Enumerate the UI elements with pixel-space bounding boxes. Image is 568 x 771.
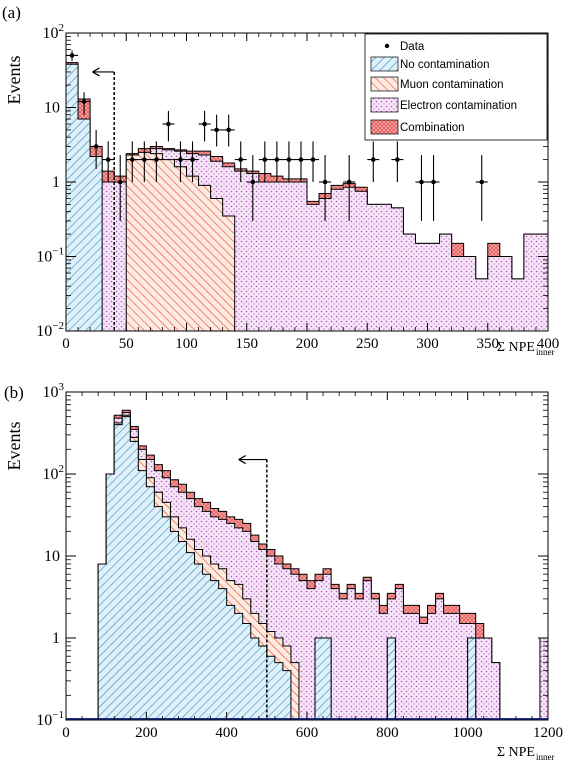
x-tick-label: 350: [477, 336, 500, 352]
data-point: [298, 157, 304, 162]
x-tick-label: 0: [62, 725, 70, 741]
x-tick-label: 1000: [453, 725, 483, 741]
data-point: [286, 157, 292, 162]
data-point: [395, 157, 400, 162]
data-point: [419, 179, 424, 185]
panel-a-xlabel-sub: inner: [536, 347, 555, 357]
panel-b-label: (b): [4, 383, 24, 402]
panel-b-xlabel: Σ NPE inner: [497, 745, 555, 762]
panel-b-xlabel-sub: inner: [536, 752, 555, 762]
panel-a: (a) Events 0 50 100 150 200 250 300 350 400 10−2 1…: [2, 3, 559, 357]
data-point: [69, 53, 75, 58]
legend-electron-swatch: [370, 97, 399, 113]
data-point: [262, 157, 268, 162]
x-tick-label: 800: [376, 725, 399, 741]
data-point: [202, 121, 207, 127]
legend-no-contamination-swatch: [370, 56, 399, 72]
data-point: [214, 127, 219, 133]
y-tick-label: 103: [43, 381, 65, 401]
x-tick-label: 200: [135, 725, 158, 741]
panel-a-label: (a): [2, 3, 21, 22]
data-point: [117, 179, 123, 185]
panel-a-xlabel-main: Σ NPE: [497, 340, 535, 355]
x-tick-label: 250: [356, 336, 379, 352]
x-tick-label: 150: [236, 336, 259, 352]
data-point: [129, 157, 135, 162]
y-tick-label: 10: [44, 100, 60, 117]
y-tick-label: 10−2: [36, 320, 64, 340]
x-tick-label: 1200: [533, 725, 563, 741]
x-tick-label: 300: [416, 336, 439, 352]
data-point: [105, 157, 111, 162]
panel-b-cut-marker: [238, 455, 268, 720]
data-point: [310, 157, 316, 162]
data-point: [274, 157, 280, 162]
data-point: [81, 99, 87, 104]
x-tick-label: 400: [537, 336, 560, 352]
data-point: [178, 157, 183, 162]
panel-a-xlabel: Σ NPE inner: [497, 340, 555, 357]
x-tick-label: 50: [119, 336, 134, 352]
legend-combination-label: Combination: [400, 122, 465, 134]
x-tick-label: 0: [62, 336, 70, 352]
panel-b-ticks: 0 200 400 600 800 1000 1200 10−1 1 10 102 103: [36, 381, 563, 741]
cut-arrow-head: [92, 67, 100, 77]
panel-b-xlabel-main: Σ NPE: [497, 745, 535, 760]
data-point: [190, 157, 195, 162]
data-point: [431, 179, 436, 185]
x-tick-label: 400: [215, 725, 238, 741]
data-point: [154, 157, 159, 162]
x-tick-label: 100: [175, 336, 198, 352]
data-point: [346, 179, 352, 185]
y-tick-label: 10−1: [36, 709, 64, 729]
data-point: [479, 179, 485, 185]
legend-muon-swatch: [370, 76, 399, 92]
data-point: [238, 157, 244, 162]
panel-a-ylabel: Events: [4, 56, 24, 105]
legend-data-marker: [384, 43, 390, 49]
data-point: [226, 127, 231, 133]
legend-combination-swatch: [370, 119, 399, 135]
panel-a-cut-marker: [92, 67, 115, 331]
data-point: [250, 179, 256, 185]
y-tick-label: 102: [43, 463, 65, 483]
data-point: [93, 144, 99, 149]
legend-electron-label: Electron contamination: [400, 100, 517, 112]
data-point: [166, 121, 171, 127]
y-tick-label: 10: [44, 548, 60, 565]
panel-b: (b) Events 0 200 400 600 800 1000 1200 10−1 1 10 1…: [4, 381, 563, 762]
data-point: [142, 157, 147, 162]
x-tick-label: 200: [296, 336, 319, 352]
y-tick-label: 10−1: [36, 246, 64, 266]
y-tick-label: 1: [52, 174, 60, 191]
cut-arrow-head: [238, 455, 247, 465]
panel-b-ylabel: Events: [4, 422, 24, 471]
data-point: [370, 157, 376, 162]
panel-a-data-points: [66, 50, 488, 221]
legend: Data No contamination Muon contamination…: [364, 33, 548, 141]
legend-data-label: Data: [400, 41, 425, 53]
y-tick-label: 1: [52, 630, 60, 647]
legend-no-contamination-label: No contamination: [400, 59, 490, 71]
data-point: [322, 179, 328, 185]
x-tick-label: 600: [296, 725, 319, 741]
y-tick-label: 102: [43, 22, 65, 42]
panel-b-histograms: [66, 409, 549, 721]
legend-muon-label: Muon contamination: [400, 79, 504, 91]
